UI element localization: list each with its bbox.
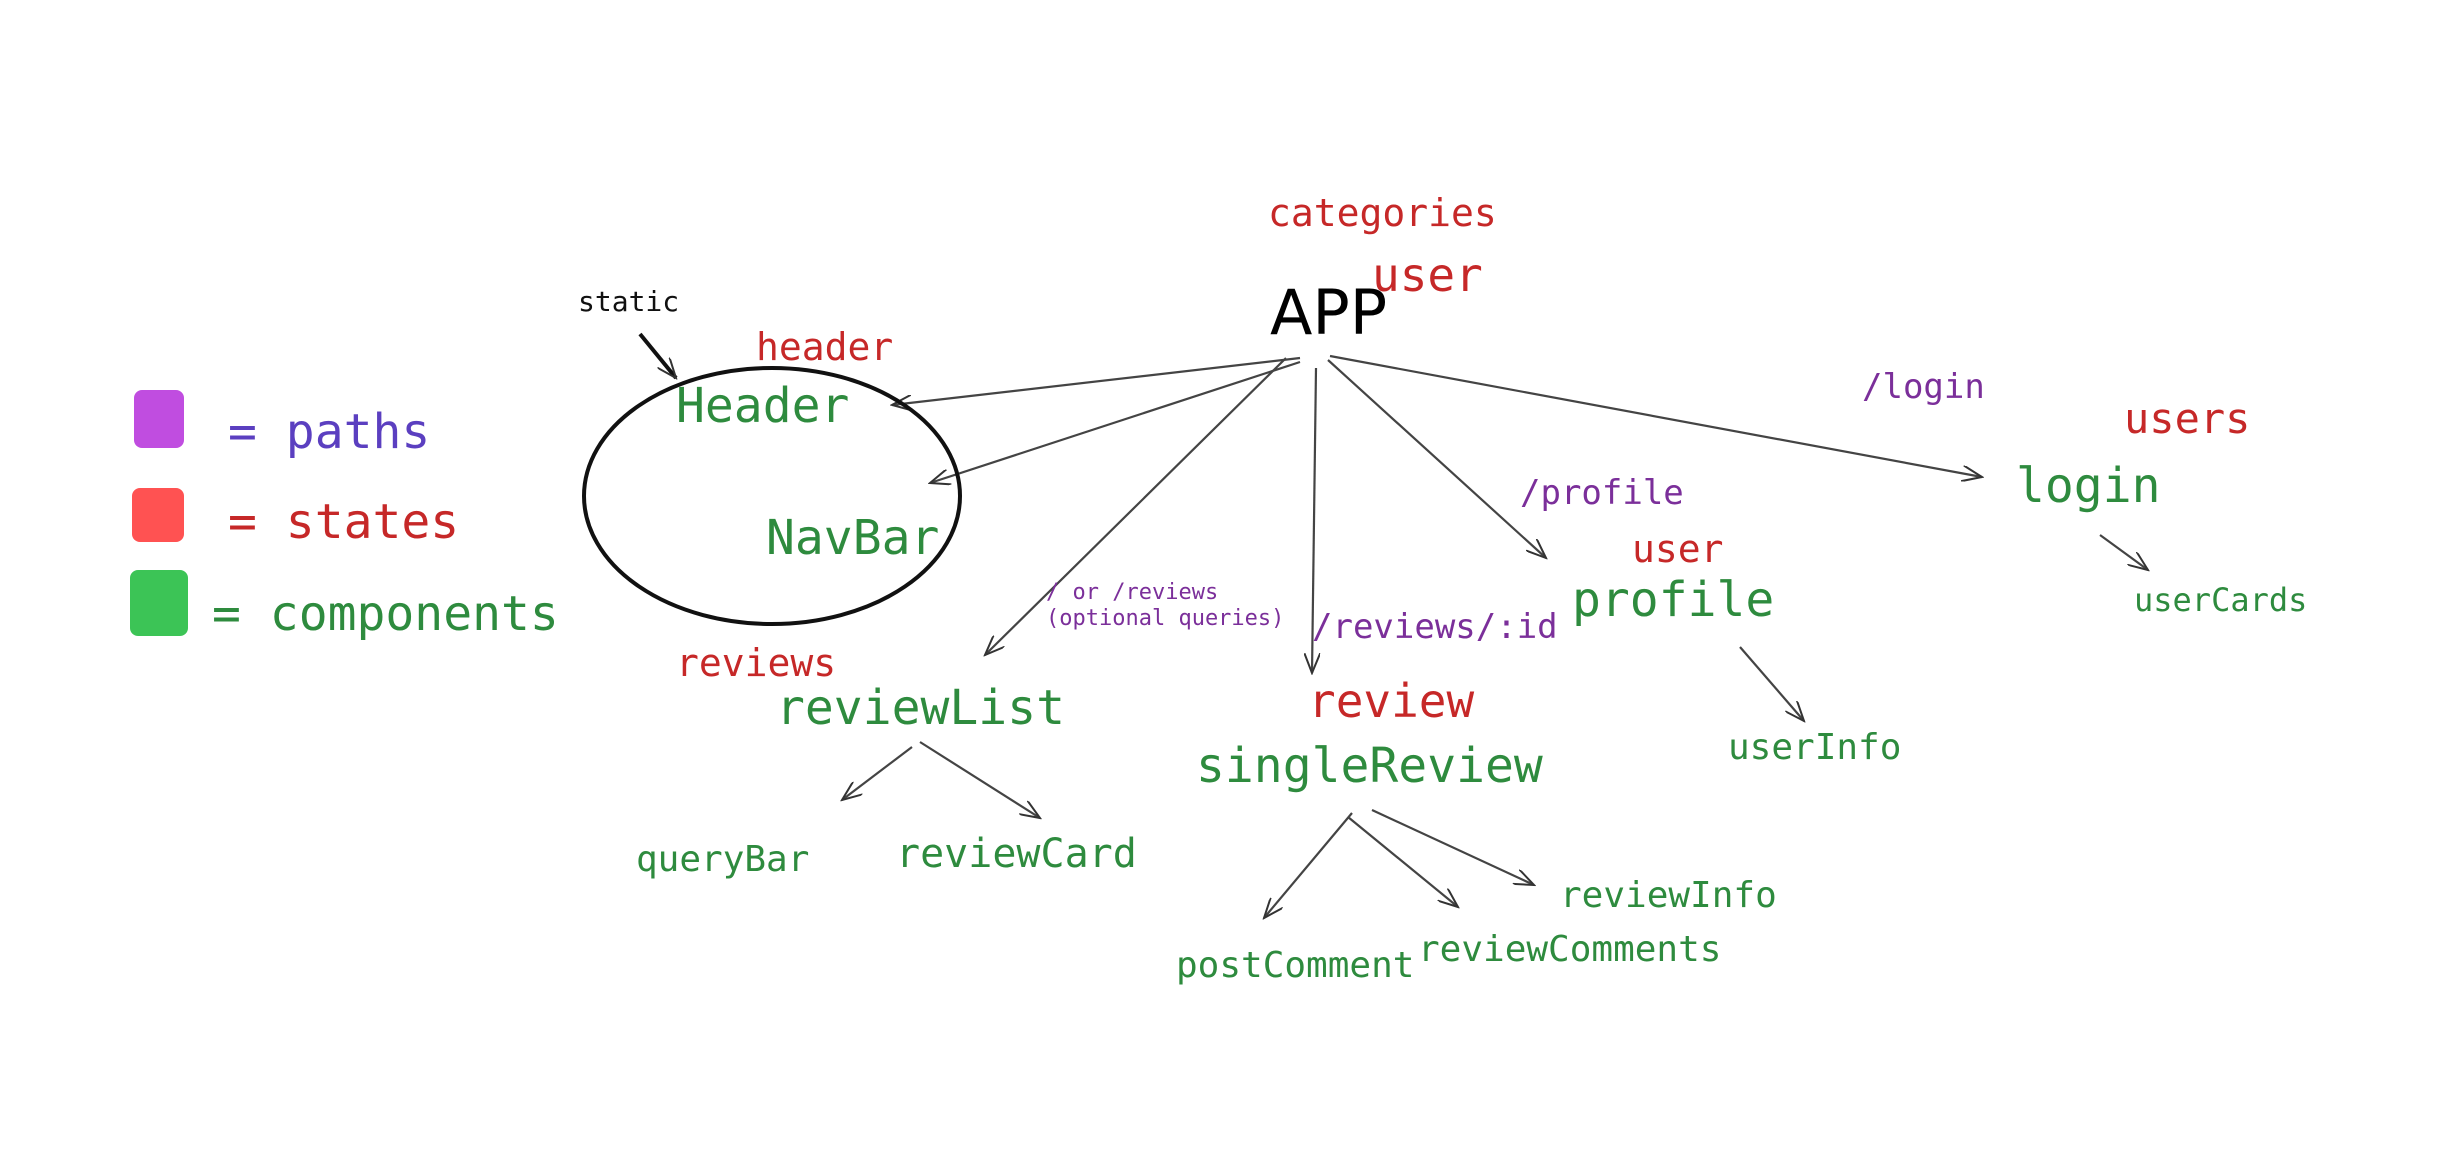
arrow-app-header — [892, 356, 1301, 405]
singlereview-component: singleReview — [1196, 738, 1543, 794]
login-component: login — [2016, 458, 2161, 514]
reviewinfo-component: reviewInfo — [1560, 875, 1777, 916]
arrow-login-usercards — [2099, 534, 2148, 570]
postcomment-component: postComment — [1176, 945, 1415, 986]
querybar-component: queryBar — [636, 839, 810, 880]
static-annotation: static — [578, 285, 680, 318]
profile-path: /profile — [1520, 473, 1684, 513]
legend-components-swatch — [130, 570, 188, 636]
legend-paths-swatch — [134, 390, 184, 448]
reviewlist-path: / or /reviews — [1046, 580, 1219, 605]
arrow-profile-userinfo — [1739, 646, 1804, 721]
arrow-reviewlist-reviewcard — [919, 741, 1040, 818]
arrow-app-login — [1329, 354, 1982, 477]
navbar-component: NavBar — [766, 510, 940, 566]
static-group-circle — [582, 366, 962, 626]
reviewlist-component: reviewList — [776, 680, 1065, 736]
arrow-singlereview-reviewinfo — [1371, 809, 1534, 885]
header-state: header — [756, 325, 894, 369]
legend-components-label: = components — [212, 586, 559, 642]
legend-paths-label: = paths — [228, 404, 431, 460]
reviewlist-path-note: (optional queries) — [1046, 606, 1285, 631]
reviewcard-component: reviewCard — [896, 831, 1137, 877]
login-state: users — [2124, 394, 2251, 443]
root-app-label: APP — [1270, 276, 1388, 349]
legend-states-label: = states — [228, 494, 460, 550]
root-state-user: user — [1372, 248, 1483, 302]
arrow-reviewlist-querybar — [842, 746, 913, 800]
userinfo-component: userInfo — [1728, 727, 1902, 768]
header-component: Header — [676, 378, 850, 434]
usercards-component: userCards — [2134, 581, 2308, 619]
arrow-singlereview-postcomment — [1264, 812, 1353, 918]
arrow-app-profile — [1327, 359, 1546, 558]
legend-states-swatch — [132, 488, 184, 542]
static-arrow — [638, 332, 676, 378]
profile-state: user — [1632, 527, 1724, 571]
profile-component: profile — [1572, 572, 1775, 628]
singlereview-path: /reviews/:id — [1312, 607, 1558, 647]
root-state-categories: categories — [1268, 191, 1497, 235]
reviewlist-state: reviews — [676, 641, 837, 685]
arrow-app-navbar — [930, 360, 1301, 483]
arrow-app-reviewlist — [985, 357, 1287, 655]
login-path: /login — [1862, 367, 1985, 407]
singlereview-state: review — [1308, 674, 1475, 728]
arrow-app-singlereview — [1312, 367, 1316, 673]
reviewcomments-component: reviewComments — [1418, 929, 1722, 970]
arrow-singlereview-reviewcomments — [1347, 816, 1458, 907]
